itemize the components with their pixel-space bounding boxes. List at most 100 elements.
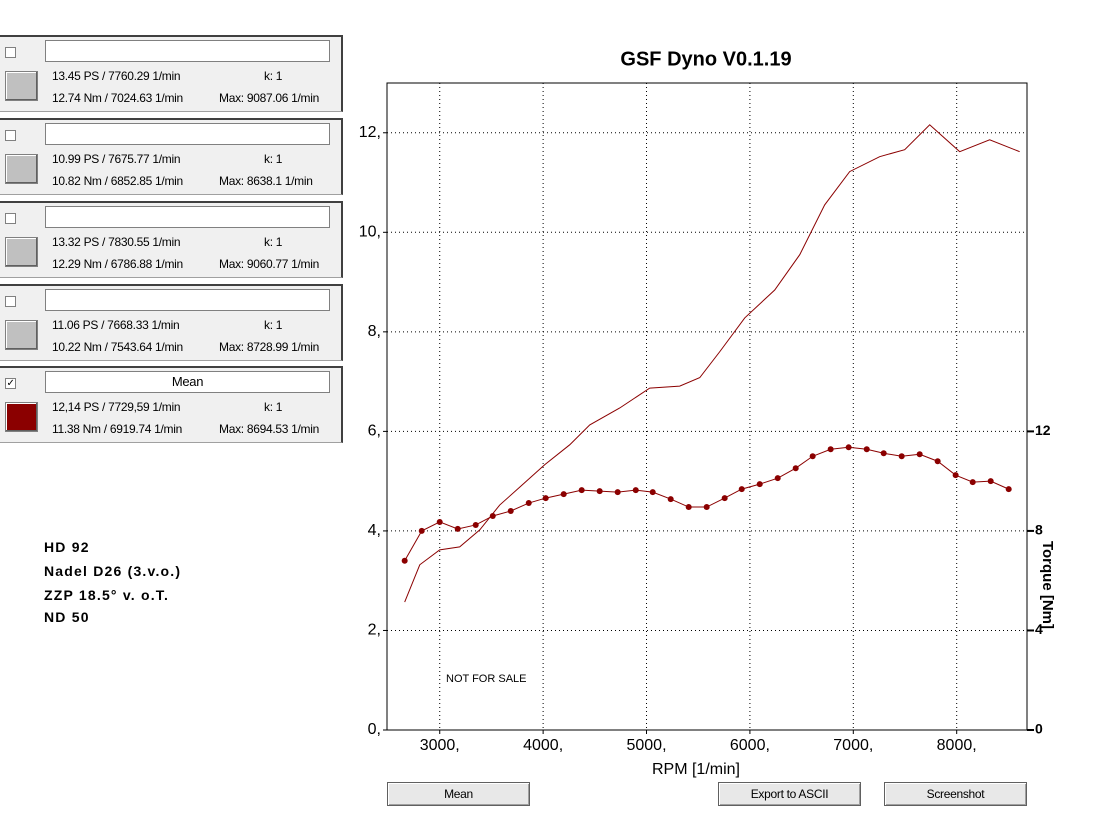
y2-tick-label: 0 — [1035, 721, 1043, 737]
data-point — [649, 489, 656, 496]
y2-tick-label: 4 — [1035, 621, 1043, 637]
data-point — [667, 496, 674, 503]
y2-tick-label: 12 — [1035, 422, 1051, 438]
data-point — [880, 450, 887, 457]
data-point — [721, 495, 728, 502]
x-tick-label: 4000, — [523, 737, 563, 754]
run-panel: 13.45 PS / 7760.29 1/min 12.74 Nm / 7024.… — [0, 35, 343, 112]
x-tick-label: 8000, — [937, 737, 977, 754]
k-factor: k: 1 — [264, 152, 283, 166]
run-title-field[interactable] — [45, 289, 330, 311]
button[interactable]: Mean — [387, 782, 530, 806]
y-tick-label: 10, — [359, 224, 381, 241]
data-point — [525, 500, 532, 507]
k-factor: k: 1 — [264, 69, 283, 83]
setup-note: Nadel D26 (3.v.o.) — [44, 563, 182, 579]
data-point — [454, 525, 461, 532]
color-button[interactable] — [5, 237, 38, 267]
data-point — [685, 504, 692, 511]
data-point — [614, 489, 621, 496]
power-peak: 11.06 PS / 7668.33 1/min — [52, 318, 180, 332]
checkbox[interactable] — [5, 130, 16, 141]
data-point — [578, 487, 585, 494]
run-panel: ✓ Mean 12,14 PS / 7729,59 1/min 11.38 Nm / … — [0, 366, 343, 443]
x-tick-label: 7000, — [833, 737, 873, 754]
data-point — [916, 451, 923, 458]
run-title-field[interactable] — [45, 206, 330, 228]
button[interactable]: Export to ASCII — [718, 782, 861, 806]
data-point — [863, 446, 870, 453]
data-point — [1005, 486, 1012, 493]
data-point — [418, 527, 425, 534]
data-point — [845, 444, 852, 451]
data-point — [507, 508, 514, 515]
k-factor: k: 1 — [264, 400, 283, 414]
data-point — [472, 521, 479, 528]
power-peak: 12,14 PS / 7729,59 1/min — [52, 400, 181, 414]
data-point — [774, 475, 781, 482]
data-point — [987, 478, 994, 485]
x-tick-label: 5000, — [626, 737, 666, 754]
power-peak: 13.45 PS / 7760.29 1/min — [52, 69, 181, 83]
data-point — [560, 491, 567, 498]
y2-axis-label: Torque [Nm] — [1039, 541, 1056, 629]
y-tick-label: 2, — [368, 622, 381, 639]
annotation: NOT FOR SALE — [446, 673, 526, 685]
data-point — [827, 446, 834, 453]
checkbox[interactable] — [5, 47, 16, 58]
data-point — [898, 453, 905, 460]
torque-peak: 12.29 Nm / 6786.88 1/min — [52, 257, 183, 271]
torque-peak: 10.22 Nm / 7543.64 1/min — [52, 340, 183, 354]
y-tick-label: 0, — [368, 721, 381, 738]
run-title-field[interactable] — [45, 123, 330, 145]
data-point — [792, 465, 799, 472]
power-peak: 10.99 PS / 7675.77 1/min — [52, 152, 181, 166]
torque-peak: 12.74 Nm / 7024.63 1/min — [52, 91, 183, 105]
color-button[interactable] — [5, 154, 38, 184]
x-axis-label: RPM [1/min] — [652, 761, 740, 778]
setup-note: ZZP 18.5° v. o.T. — [44, 587, 170, 603]
y-tick-label: 4, — [368, 522, 381, 539]
button[interactable]: Screenshot — [884, 782, 1027, 806]
color-button[interactable] — [5, 320, 38, 350]
checkbox[interactable]: ✓ — [5, 378, 16, 389]
max-rpm: Max: 9087.06 1/min — [219, 91, 319, 105]
data-point — [952, 472, 959, 479]
k-factor: k: 1 — [264, 318, 283, 332]
data-point — [969, 479, 976, 486]
run-panel: 11.06 PS / 7668.33 1/min 10.22 Nm / 7543.… — [0, 284, 343, 361]
chart-title: GSF Dyno V0.1.19 — [620, 48, 791, 70]
data-point — [436, 518, 443, 525]
run-title-field[interactable] — [45, 40, 330, 62]
power-peak: 13.32 PS / 7830.55 1/min — [52, 235, 181, 249]
data-point — [489, 512, 496, 519]
checkbox[interactable] — [5, 296, 16, 307]
data-point — [809, 453, 816, 460]
checkbox[interactable] — [5, 213, 16, 224]
run-title-field[interactable]: Mean — [45, 371, 330, 393]
y-tick-label: 12, — [359, 124, 381, 141]
data-point — [703, 504, 710, 511]
torque-peak: 11.38 Nm / 6919.74 1/min — [52, 422, 182, 436]
data-point — [632, 487, 639, 494]
max-rpm: Max: 8694.53 1/min — [219, 422, 319, 436]
plot-frame — [386, 82, 1028, 731]
data-point — [542, 495, 549, 502]
max-rpm: Max: 8728.99 1/min — [219, 340, 319, 354]
run-panel: 13.32 PS / 7830.55 1/min 12.29 Nm / 6786.… — [0, 201, 343, 278]
data-point — [934, 458, 941, 465]
torque-peak: 10.82 Nm / 6852.85 1/min — [52, 174, 183, 188]
color-button[interactable] — [5, 71, 38, 101]
series-line — [404, 124, 1020, 603]
setup-note: ND 50 — [44, 609, 90, 625]
data-point — [401, 557, 408, 564]
data-point — [738, 486, 745, 493]
run-panel: 10.99 PS / 7675.77 1/min 10.82 Nm / 6852.… — [0, 118, 343, 195]
data-point — [756, 481, 763, 488]
y-tick-label: 8, — [368, 323, 381, 340]
max-rpm: Max: 8638.1 1/min — [219, 174, 313, 188]
y2-tick-label: 8 — [1035, 522, 1043, 538]
color-button[interactable] — [5, 402, 38, 432]
data-point — [596, 488, 603, 495]
x-tick-label: 6000, — [730, 737, 770, 754]
